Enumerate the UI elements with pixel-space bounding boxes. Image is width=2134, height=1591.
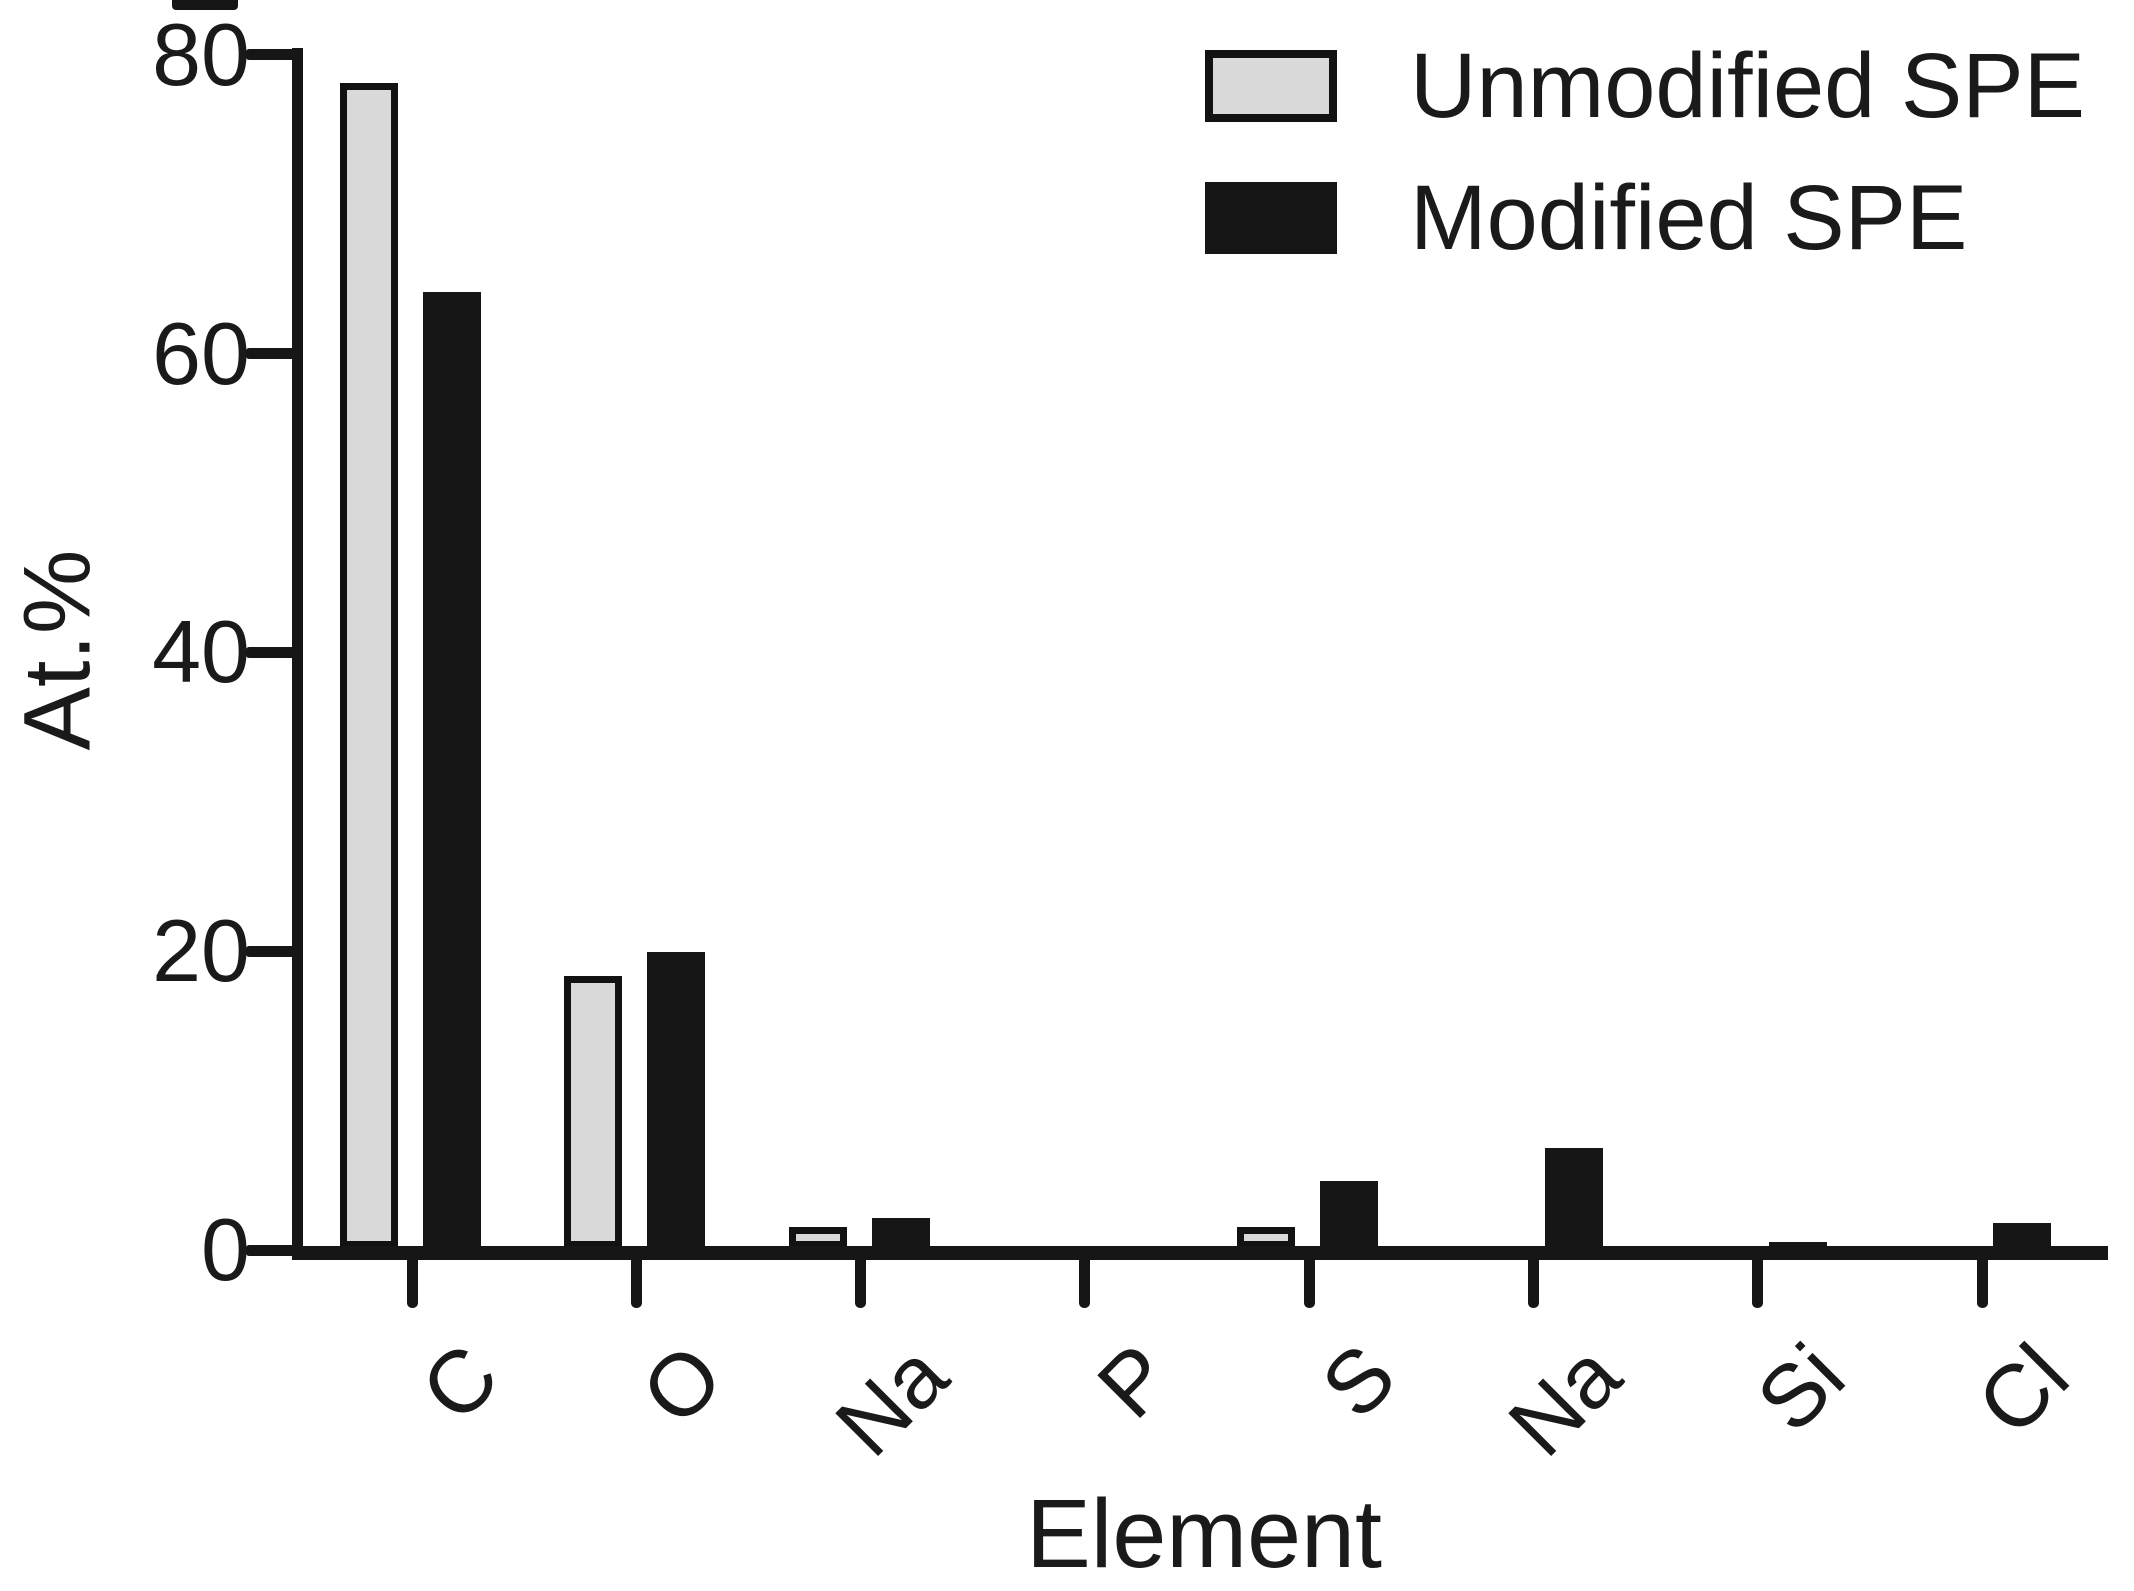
y-tick-60 <box>246 348 292 360</box>
y-tick-0 <box>246 1244 292 1256</box>
y-tick-20 <box>246 945 292 957</box>
bar-modified-spe-O-1 <box>647 952 706 1248</box>
bar-unmodified-spe-C-0 <box>340 83 398 1248</box>
y-tick-80 <box>246 49 292 61</box>
y-tick-label-20: 20 <box>152 901 250 1001</box>
legend-label-modified: Modified SPE <box>1410 167 1968 269</box>
y-tick-40 <box>246 646 292 658</box>
legend-swatch-unmodified <box>1205 50 1337 122</box>
bar-modified-spe-S-4 <box>1320 1181 1379 1248</box>
x-tick-Na-2 <box>855 1260 867 1308</box>
x-axis-line <box>292 1246 2108 1260</box>
x-tick-O-1 <box>630 1260 642 1308</box>
y-axis-line <box>292 48 303 1260</box>
y-axis-title: At.% <box>4 549 111 751</box>
x-tick-S-4 <box>1303 1260 1315 1308</box>
x-tick-Cl-7 <box>1976 1260 1988 1308</box>
y-tick-label-40: 40 <box>152 602 250 702</box>
y-tick-label-60: 60 <box>152 303 250 403</box>
bar-modified-spe-Cl-7 <box>1993 1223 2052 1248</box>
x-tick-Na-5 <box>1528 1260 1539 1308</box>
bar-unmodified-spe-O-1 <box>564 976 623 1248</box>
y-tick-label-0: 0 <box>201 1200 250 1299</box>
bar-modified-spe-Na-5 <box>1544 1148 1603 1248</box>
x-tick-C-0 <box>406 1260 418 1308</box>
x-tick-Si-6 <box>1752 1260 1764 1308</box>
legend-swatch-modified <box>1205 182 1337 254</box>
x-axis-title: Element <box>1026 1479 1382 1588</box>
y-tick-label-80: 80 <box>152 4 250 104</box>
bar-modified-spe-Na-2 <box>871 1218 930 1248</box>
bar-modified-spe-Si-6 <box>1768 1242 1827 1248</box>
legend-label-unmodified: Unmodified SPE <box>1410 35 2085 137</box>
x-tick-P-3 <box>1079 1260 1091 1308</box>
bar-modified-spe-C-0 <box>423 292 481 1248</box>
bar-unmodified-spe-S-4 <box>1237 1227 1296 1248</box>
stray-mark <box>172 0 238 10</box>
bar-unmodified-spe-Na-2 <box>788 1227 847 1248</box>
